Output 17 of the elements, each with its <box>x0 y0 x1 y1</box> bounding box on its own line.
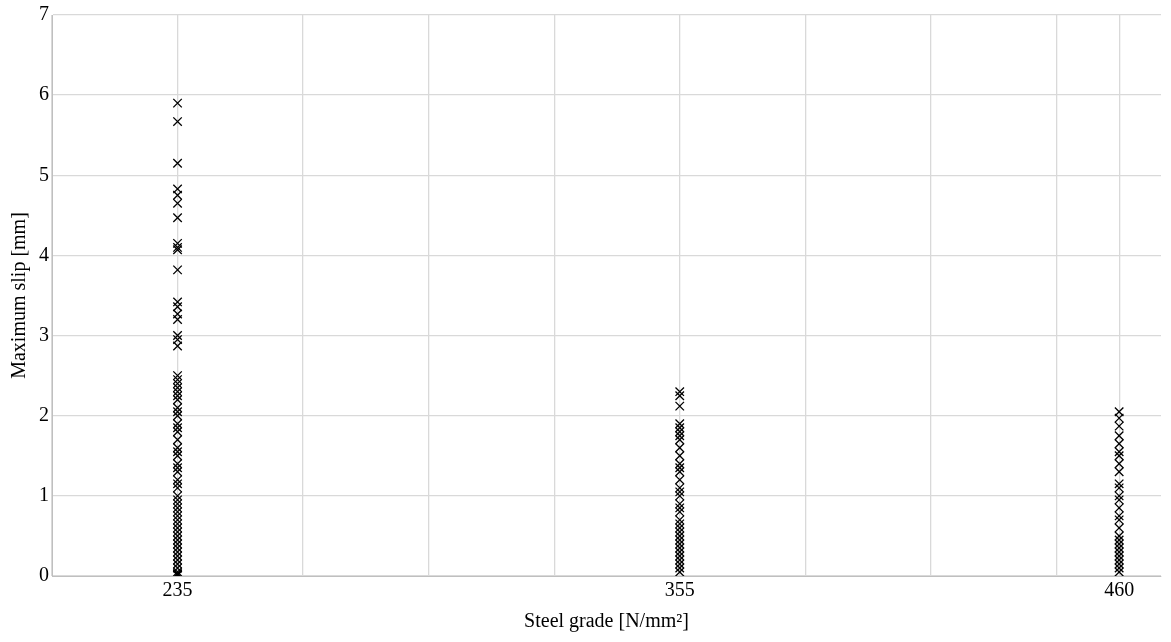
y-tick-label: 7 <box>39 2 49 25</box>
point <box>674 462 685 473</box>
y-tick-label: 2 <box>39 402 49 425</box>
point <box>674 486 685 497</box>
y-tick-label: 3 <box>39 322 49 345</box>
point <box>674 386 685 397</box>
y-tick-label: 1 <box>39 483 49 506</box>
x-tick-label: 355 <box>664 578 695 601</box>
x-tick-label: 235 <box>162 578 193 601</box>
y-tick-label: 5 <box>39 162 49 185</box>
x-axis-title: Steel grade [N/mm²] <box>524 609 689 633</box>
x-tick-label: 460 <box>1104 578 1135 601</box>
y-tick-label: 0 <box>39 563 49 586</box>
y-axis-title: Maximum slip [mm] <box>7 212 31 379</box>
y-tick-label: 6 <box>39 82 49 105</box>
point <box>1114 478 1125 489</box>
y-tick-label: 4 <box>39 242 49 265</box>
